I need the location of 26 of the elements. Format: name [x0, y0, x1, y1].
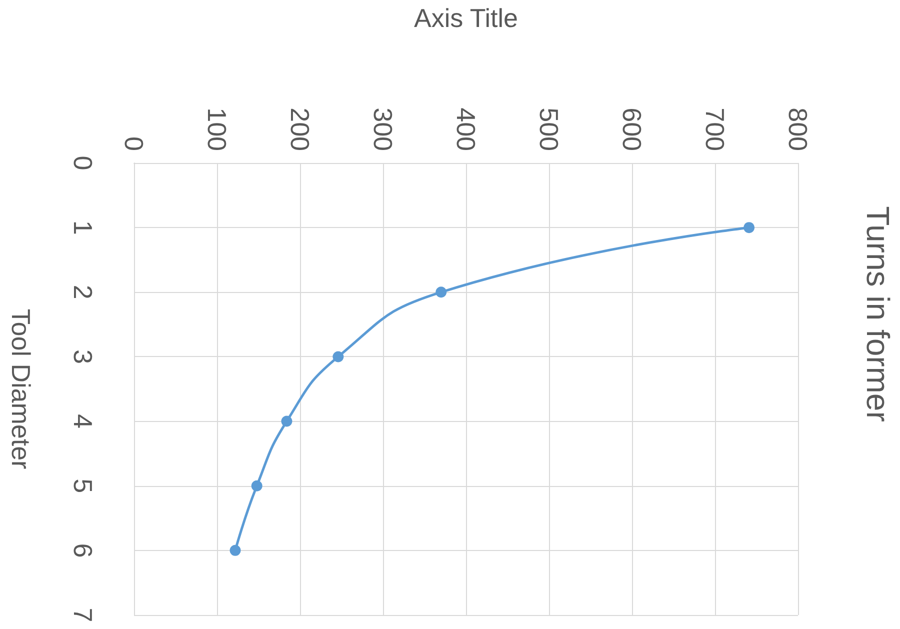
point: [744, 222, 755, 234]
x-tick-label: 100: [202, 108, 232, 151]
x-tick-label: 0: [119, 136, 149, 151]
x-tick-label: 200: [285, 108, 315, 151]
point: [251, 480, 262, 492]
x-tick-label: 500: [534, 108, 564, 151]
point: [436, 286, 447, 298]
y-tick-label: 7: [68, 608, 98, 622]
y-tick-label: 3: [68, 349, 98, 364]
y-tick-label: 6: [68, 543, 98, 558]
point: [281, 416, 292, 427]
point: [332, 351, 344, 362]
y-tick-label: 0: [68, 156, 98, 170]
x-tick-label: 600: [617, 108, 647, 151]
text: Turns in former: [860, 206, 896, 422]
x-tick-label: 300: [368, 108, 398, 151]
x-tick-label: 800: [783, 108, 813, 151]
x-tick-label: 700: [700, 108, 730, 151]
x-axis-title: Axis Title: [414, 3, 518, 33]
y-tick-label: 4: [68, 414, 98, 429]
y-tick-label: 2: [68, 284, 98, 300]
y-tick-label: 5: [68, 478, 98, 494]
x-tick-label: 400: [451, 108, 481, 151]
y-axis-title: Tool Diameter: [6, 308, 36, 470]
point: [230, 544, 241, 556]
y-tick-label: 1: [68, 220, 98, 235]
